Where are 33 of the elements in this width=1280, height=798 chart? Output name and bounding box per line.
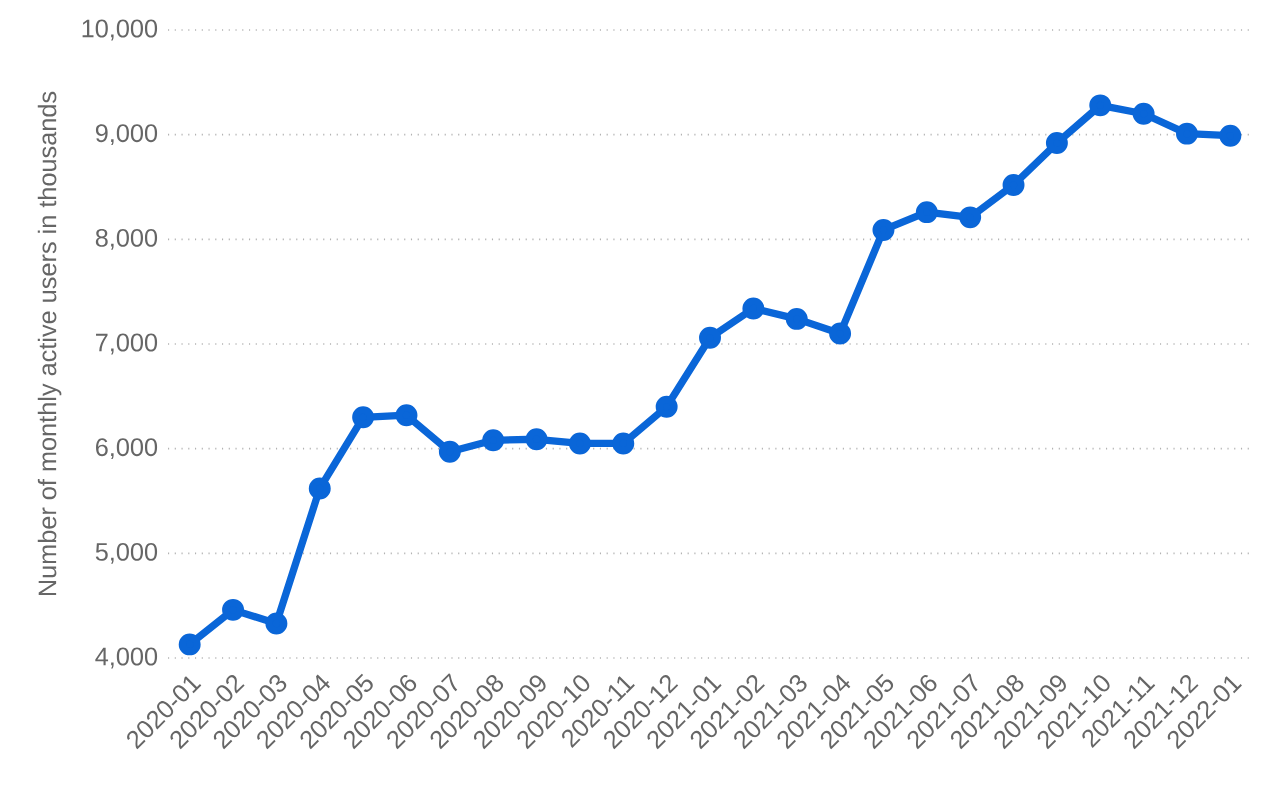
y-axis-title: Number of monthly active users in thousands (37, 91, 62, 596)
point (915, 201, 938, 224)
point (482, 429, 505, 452)
point (1176, 122, 1198, 145)
point (829, 322, 852, 345)
point (395, 404, 418, 427)
y-tick-label: 10,000 (82, 19, 158, 41)
point (308, 477, 331, 500)
point (568, 432, 591, 455)
point (785, 307, 808, 330)
y-tick-label: 8,000 (95, 228, 158, 250)
point (525, 428, 548, 451)
y-tick-label: 5,000 (95, 542, 158, 564)
point (1089, 94, 1112, 117)
point (872, 218, 895, 241)
point (438, 440, 461, 463)
point (1045, 132, 1068, 155)
y-tick-label: 6,000 (96, 438, 158, 460)
point (222, 598, 245, 621)
point (699, 326, 721, 349)
y-tick-label: 7,000 (96, 333, 158, 355)
y-tick-label: 9,000 (95, 124, 158, 146)
point (655, 395, 678, 418)
point (178, 633, 201, 656)
point (352, 406, 375, 429)
point (612, 432, 635, 455)
y-tick-label: 4,000 (95, 647, 158, 669)
point (1132, 102, 1155, 125)
point (742, 297, 765, 320)
point (1002, 173, 1025, 196)
point (265, 612, 288, 635)
point (959, 206, 982, 229)
point (1219, 124, 1242, 147)
